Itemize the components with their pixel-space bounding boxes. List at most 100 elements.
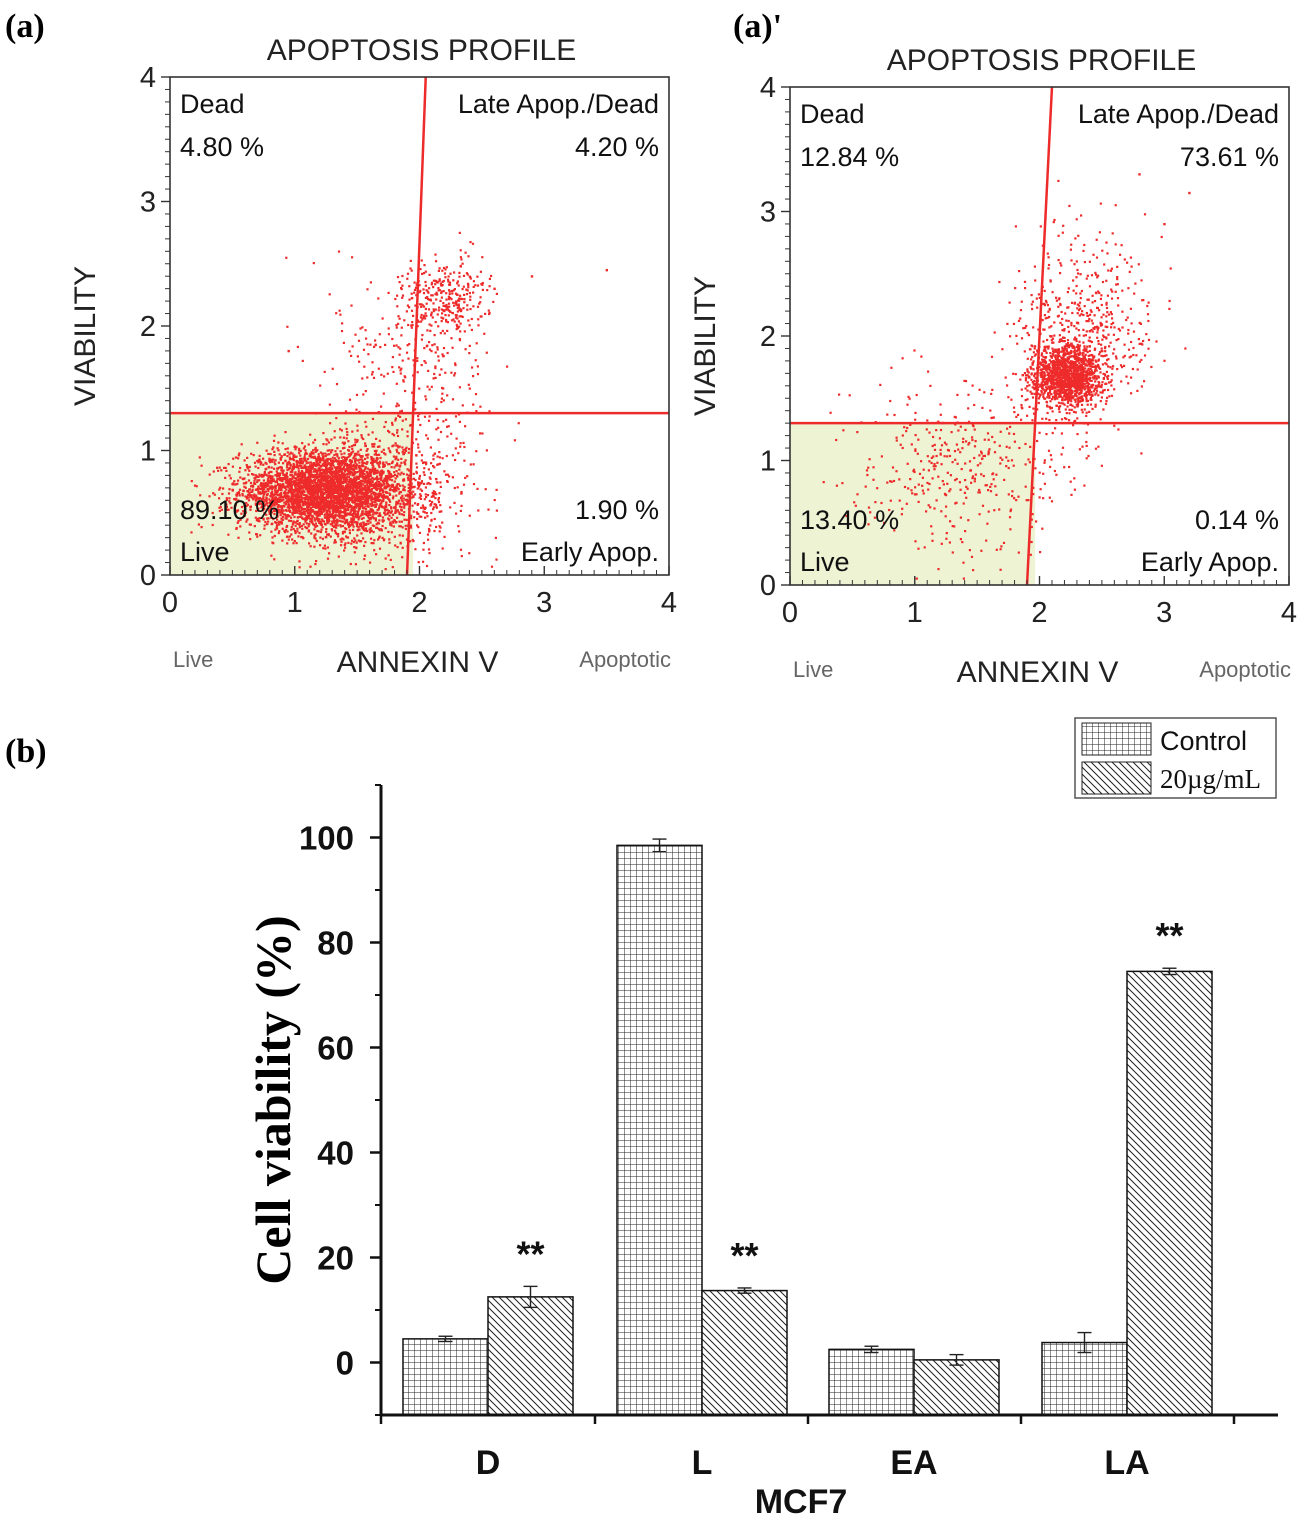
- data-point: [354, 506, 357, 509]
- data-point: [355, 477, 359, 480]
- data-point: [374, 519, 377, 522]
- data-point: [427, 482, 430, 485]
- data-point: [314, 525, 317, 529]
- data-point: [441, 386, 444, 390]
- data-point: [292, 542, 295, 545]
- data-point: [218, 466, 221, 469]
- data-point: [266, 488, 269, 491]
- data-point: [402, 478, 405, 481]
- data-point: [315, 476, 318, 480]
- data-point: [321, 518, 324, 521]
- data-point: [359, 502, 362, 505]
- data-point: [350, 498, 354, 501]
- data-point: [265, 497, 268, 500]
- data-point: [370, 468, 373, 472]
- data-point: [435, 291, 438, 294]
- data-point: [310, 498, 313, 501]
- data-point: [309, 486, 312, 489]
- data-point: [461, 288, 464, 291]
- data-point: [312, 441, 315, 444]
- data-point: [376, 469, 379, 472]
- data-point: [420, 364, 423, 367]
- data-point: [254, 488, 257, 491]
- data-point: [397, 446, 400, 449]
- data-point: [309, 467, 312, 470]
- data-point: [396, 516, 399, 519]
- data-point: [397, 499, 400, 502]
- data-point: [313, 492, 317, 495]
- data-point: [456, 327, 460, 330]
- data-point: [477, 324, 480, 327]
- data-point: [247, 490, 250, 493]
- data-point: [264, 468, 267, 471]
- data-point: [363, 495, 366, 498]
- data-point: [386, 495, 389, 498]
- data-point: [244, 511, 247, 514]
- data-point: [292, 509, 295, 512]
- data-point: [435, 505, 438, 508]
- data-point: [359, 448, 362, 451]
- data-point: [444, 314, 447, 317]
- data-point: [273, 434, 276, 437]
- data-point: [469, 241, 472, 244]
- data-point: [380, 478, 383, 481]
- data-point: [404, 498, 407, 501]
- data-point: [315, 492, 318, 495]
- data-point: [304, 467, 307, 470]
- data-point: [315, 560, 318, 563]
- data-point: [388, 449, 391, 452]
- data-point: [310, 451, 313, 454]
- data-point: [341, 322, 344, 325]
- data-point: [284, 497, 288, 500]
- data-point: [366, 488, 369, 491]
- data-point: [320, 506, 323, 509]
- data-point: [430, 281, 434, 284]
- data-point: [336, 504, 339, 507]
- data-point: [460, 504, 463, 507]
- x-axis-label: ANNEXIN V: [337, 646, 499, 679]
- data-point: [282, 509, 285, 512]
- data-point: [267, 517, 270, 520]
- data-point: [478, 302, 481, 305]
- data-point: [375, 495, 378, 499]
- data-point: [446, 480, 449, 483]
- data-point: [416, 325, 419, 328]
- data-point: [406, 435, 409, 438]
- data-point: [396, 434, 400, 438]
- data-point: [396, 305, 399, 308]
- data-point: [340, 491, 343, 494]
- data-point: [367, 498, 370, 501]
- data-point: [321, 458, 324, 461]
- data-point: [396, 546, 399, 549]
- data-point: [315, 484, 318, 487]
- data-point: [359, 483, 362, 486]
- vertical-gate-line[interactable]: [405, 76, 427, 576]
- data-point: [426, 329, 429, 332]
- data-point: [333, 539, 337, 542]
- data-point: [292, 527, 295, 531]
- data-point: [428, 476, 431, 479]
- data-point: [303, 493, 306, 496]
- data-point: [403, 461, 406, 464]
- data-point: [391, 489, 394, 492]
- data-point: [331, 456, 334, 459]
- data-point: [388, 538, 391, 541]
- data-point: [359, 490, 362, 494]
- data-point: [399, 369, 402, 372]
- data-point: [369, 508, 372, 511]
- data-point: [459, 249, 462, 252]
- data-point: [459, 509, 462, 512]
- data-point: [306, 496, 309, 499]
- data-point: [340, 540, 343, 543]
- data-point: [241, 494, 244, 497]
- data-point: [345, 528, 348, 531]
- data-point: [358, 360, 361, 363]
- data-point: [326, 460, 329, 463]
- data-point: [400, 506, 403, 509]
- data-point: [295, 511, 298, 514]
- data-point: [320, 528, 323, 531]
- data-point: [369, 481, 372, 484]
- data-point: [280, 499, 283, 502]
- data-point: [266, 493, 269, 496]
- data-point: [453, 486, 456, 490]
